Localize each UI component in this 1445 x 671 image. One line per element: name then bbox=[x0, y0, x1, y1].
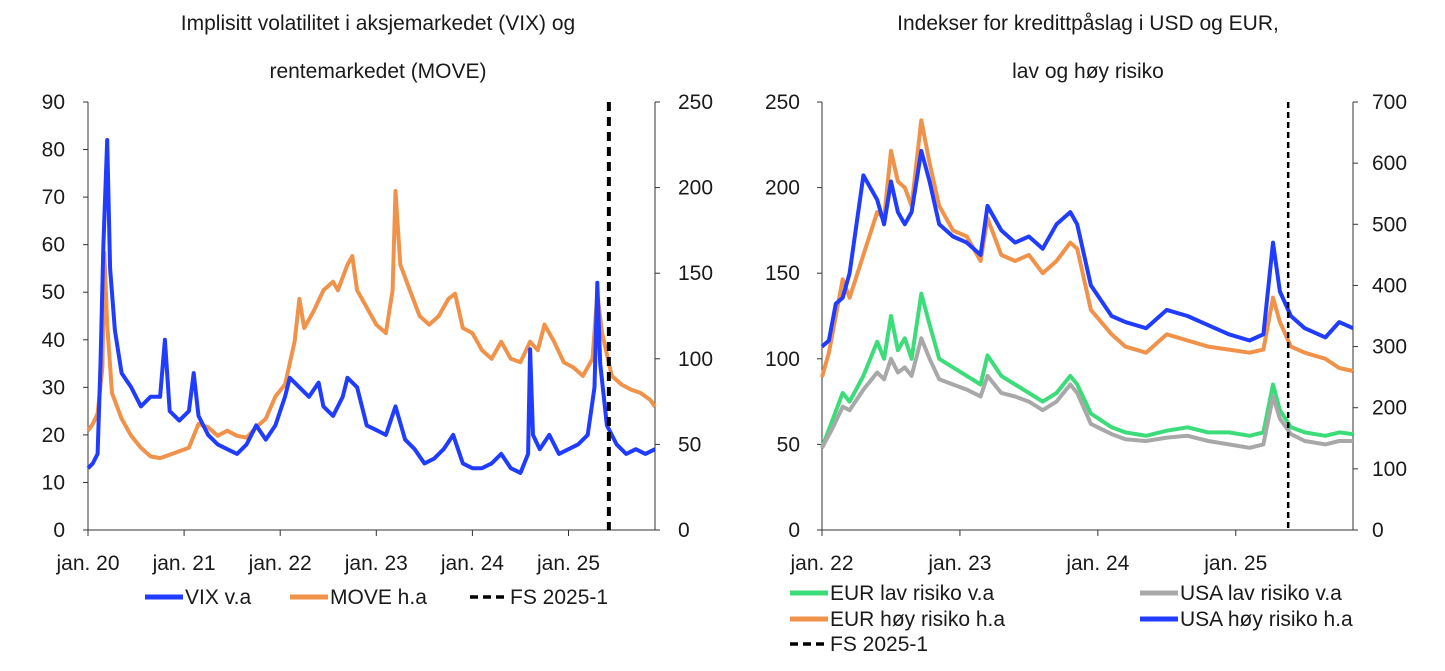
y-right-tick-label: 0 bbox=[678, 519, 690, 542]
legend-item: EUR lav risiko v.a bbox=[790, 582, 994, 605]
x-tick-label: jan. 25 bbox=[536, 552, 600, 575]
y-right-tick-label: 200 bbox=[678, 177, 713, 200]
chart-2: 0 50 100 150 200 250 0 100 200 300 400 500 600 700 jan… bbox=[765, 91, 1407, 656]
legend-item: MOVE h.a bbox=[290, 586, 427, 609]
y-left-tick-label: 90 bbox=[42, 91, 65, 114]
y-right-tick-label: 100 bbox=[678, 348, 713, 371]
y-left-tick-label: 0 bbox=[788, 519, 800, 542]
y-left-tick-label: 250 bbox=[765, 91, 800, 114]
y-right-tick-label: 600 bbox=[1372, 152, 1407, 175]
y-right-tick-label: 300 bbox=[1372, 336, 1407, 359]
right-chart-title-line2: lav og høy risiko bbox=[1012, 60, 1164, 83]
legend-item: FS 2025-1 bbox=[470, 586, 608, 609]
legend-item: USA lav risiko v.a bbox=[1140, 582, 1342, 605]
legend-label: FS 2025-1 bbox=[510, 586, 608, 609]
x-tick-label: jan. 22 bbox=[248, 552, 312, 575]
series-line-move-h-a bbox=[86, 189, 657, 461]
y-left-tick-label: 50 bbox=[777, 433, 800, 456]
series-line-usa-høy-risiko-h-a bbox=[820, 148, 1354, 349]
series-line-usa-lav-risiko-v-a bbox=[820, 336, 1353, 450]
x-tick-label: jan. 21 bbox=[152, 552, 216, 575]
legend-label: FS 2025-1 bbox=[830, 633, 928, 656]
y-right-tick-label: 100 bbox=[1372, 458, 1407, 481]
x-tick-label: jan. 22 bbox=[789, 552, 853, 575]
y-right-tick-label: 500 bbox=[1372, 213, 1407, 236]
y-right-tick-label: 250 bbox=[678, 91, 713, 114]
x-tick-label: jan. 25 bbox=[1203, 552, 1267, 575]
right-chart-title-line1: Indekser for kredittpåslag i USD og EUR, bbox=[897, 12, 1279, 35]
y-left-tick-label: 30 bbox=[42, 376, 65, 399]
legend-label: EUR lav risiko v.a bbox=[830, 582, 994, 605]
legend-item: USA høy risiko h.a bbox=[1140, 608, 1353, 631]
series-line-eur-lav-risiko-v-a bbox=[820, 291, 1354, 449]
legend-label: USA høy risiko h.a bbox=[1180, 608, 1353, 631]
y-right-tick-label: 150 bbox=[678, 262, 713, 285]
legend-item: EUR høy risiko h.a bbox=[790, 608, 1005, 631]
x-tick-label: jan. 23 bbox=[344, 552, 408, 575]
y-right-tick-label: 50 bbox=[678, 433, 701, 456]
y-left-tick-label: 10 bbox=[42, 471, 65, 494]
y-left-tick-label: 100 bbox=[765, 348, 800, 371]
y-left-tick-label: 70 bbox=[42, 186, 65, 209]
legend-item: VIX v.a bbox=[145, 586, 251, 609]
legend-item: FS 2025-1 bbox=[790, 633, 928, 656]
charts-layer: 0 10 20 30 40 50 60 70 80 90 0 50 100 150 200 250 jan. 2… bbox=[42, 91, 1407, 656]
legend-label: EUR høy risiko h.a bbox=[830, 608, 1005, 631]
legend-label: MOVE h.a bbox=[330, 586, 427, 609]
y-left-tick-label: 20 bbox=[42, 424, 65, 447]
y-left-tick-label: 0 bbox=[53, 519, 65, 542]
left-chart-title-line2: rentemarkedet (MOVE) bbox=[269, 60, 486, 83]
y-left-tick-label: 60 bbox=[42, 234, 65, 257]
legend-label: USA lav risiko v.a bbox=[1180, 582, 1342, 605]
y-right-tick-label: 700 bbox=[1372, 91, 1407, 114]
y-left-tick-label: 150 bbox=[765, 262, 800, 285]
x-tick-label: jan. 24 bbox=[440, 552, 504, 575]
left-chart-title-line1: Implisitt volatilitet i aksjemarkedet (V… bbox=[181, 12, 575, 35]
y-left-tick-label: 80 bbox=[42, 139, 65, 162]
y-left-tick-label: 50 bbox=[42, 281, 65, 304]
y-right-tick-label: 200 bbox=[1372, 397, 1407, 420]
x-tick-label: jan. 24 bbox=[1065, 552, 1129, 575]
series-line-vix-v-a bbox=[86, 138, 656, 475]
x-tick-label: jan. 23 bbox=[927, 552, 991, 575]
y-left-tick-label: 40 bbox=[42, 329, 65, 352]
x-tick-label: jan. 20 bbox=[55, 552, 119, 575]
y-right-tick-label: 400 bbox=[1372, 274, 1407, 297]
y-left-tick-label: 200 bbox=[765, 177, 800, 200]
legend-label: VIX v.a bbox=[185, 586, 251, 609]
chart-1: 0 10 20 30 40 50 60 70 80 90 0 50 100 150 200 250 jan. 2… bbox=[42, 91, 713, 609]
y-right-tick-label: 0 bbox=[1372, 519, 1384, 542]
